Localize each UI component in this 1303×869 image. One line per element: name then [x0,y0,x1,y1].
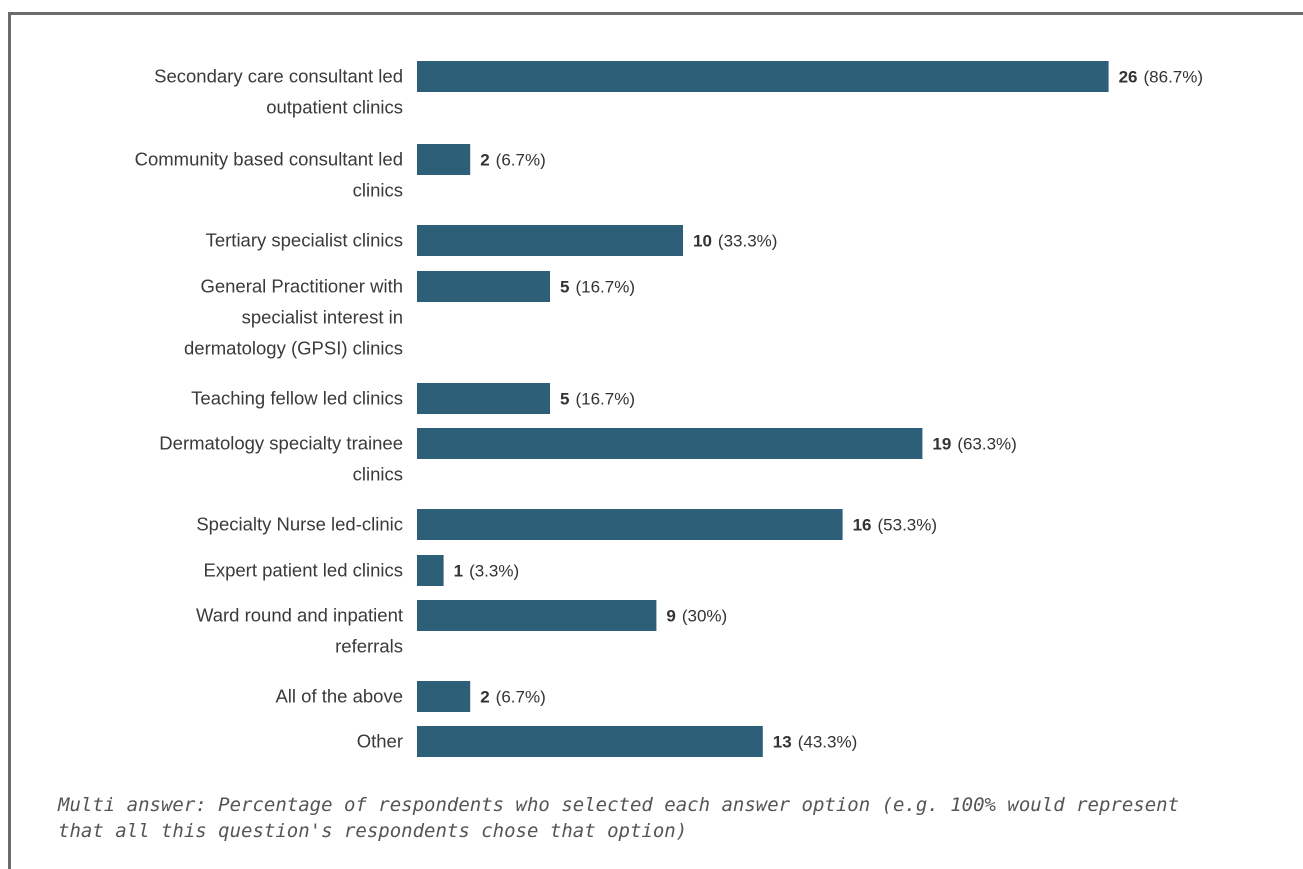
category-label: Secondary care consultant led outpatient … [154,66,403,118]
category-label-line: Dermatology specialty trainee [159,433,403,454]
bar-value-label: 10 (33.3%) [693,232,777,251]
bar-percent: (6.7%) [496,151,546,170]
bar-count: 13 [773,733,792,752]
bar-value-label: 2 (6.7%) [480,151,546,170]
bar-percent: (16.7%) [575,278,635,297]
bar-percent: (33.3%) [718,232,778,251]
category-label: Expert patient led clinics [204,560,404,581]
bar [417,681,471,712]
category-label-line: All of the above [275,686,403,707]
category-label-line: referrals [335,636,403,657]
category-label-line: Secondary care consultant led [154,66,403,87]
bar-percent: (6.7%) [496,688,546,707]
bar-count: 1 [454,562,463,581]
category-label-line: Expert patient led clinics [204,560,404,581]
category-label-line: Community based consultant led [135,149,403,170]
bar-value-label: 9 (30%) [666,607,727,626]
bar-count: 10 [693,232,712,251]
bar-count: 26 [1119,68,1138,87]
bar [417,428,923,459]
bar-percent: (16.7%) [575,390,635,409]
bar-percent: (30%) [682,607,727,626]
category-label-line: outpatient clinics [266,97,403,118]
bar-count: 19 [932,435,951,454]
category-label: Community based consultant led clinics [135,149,403,201]
category-label-line: specialist interest in [242,307,403,328]
bar-value-label: 5 (16.7%) [560,278,635,297]
category-label: General Practitioner with specialist inte… [184,276,403,359]
category-label-line: General Practitioner with [200,276,403,297]
bar-value-label: 5 (16.7%) [560,390,635,409]
category-label-line: Specialty Nurse led-clinic [196,514,403,535]
bar [417,383,550,414]
bar-count: 5 [560,278,569,297]
category-label: Other [357,731,403,752]
category-label-line: Other [357,731,403,752]
category-label: Tertiary specialist clinics [206,230,403,251]
bar [417,144,471,175]
bar-count: 5 [560,390,569,409]
category-label-line: Tertiary specialist clinics [206,230,403,251]
bar-value-label: 16 (53.3%) [853,516,937,535]
bar-count: 2 [480,688,489,707]
bar [417,726,763,757]
bar-value-label: 26 (86.7%) [1119,68,1203,87]
category-label-line: clinics [353,464,403,485]
category-label: All of the above [275,686,403,707]
bar [417,600,657,631]
bar-value-label: 2 (6.7%) [480,688,546,707]
bar-value-label: 19 (63.3%) [932,435,1016,454]
category-label: Teaching fellow led clinics [191,388,403,409]
bar-percent: (86.7%) [1144,68,1204,87]
bar-count: 2 [480,151,489,170]
category-label-line: Teaching fellow led clinics [191,388,403,409]
bar [417,271,550,302]
bar [417,225,683,256]
bar-count: 16 [853,516,872,535]
bar-percent: (43.3%) [798,733,858,752]
bar [417,509,843,540]
bar-count: 9 [666,607,675,626]
category-label: Dermatology specialty trainee clinics [159,433,403,485]
bar-percent: (3.3%) [469,562,519,581]
chart-frame [8,12,1303,869]
bar [417,555,444,586]
footnote: Multi answer: Percentage of respondents … [58,794,1180,842]
category-label: Ward round and inpatient referrals [196,605,403,657]
bar-value-label: 1 (3.3%) [454,562,520,581]
bar-percent: (53.3%) [878,516,938,535]
bar-percent: (63.3%) [957,435,1017,454]
bar [417,61,1109,92]
category-label-line: dermatology (GPSI) clinics [184,338,403,359]
category-label-line: clinics [353,180,403,201]
category-label-line: Ward round and inpatient [196,605,403,626]
category-label: Specialty Nurse led-clinic [196,514,403,535]
bar-value-label: 13 (43.3%) [773,733,857,752]
